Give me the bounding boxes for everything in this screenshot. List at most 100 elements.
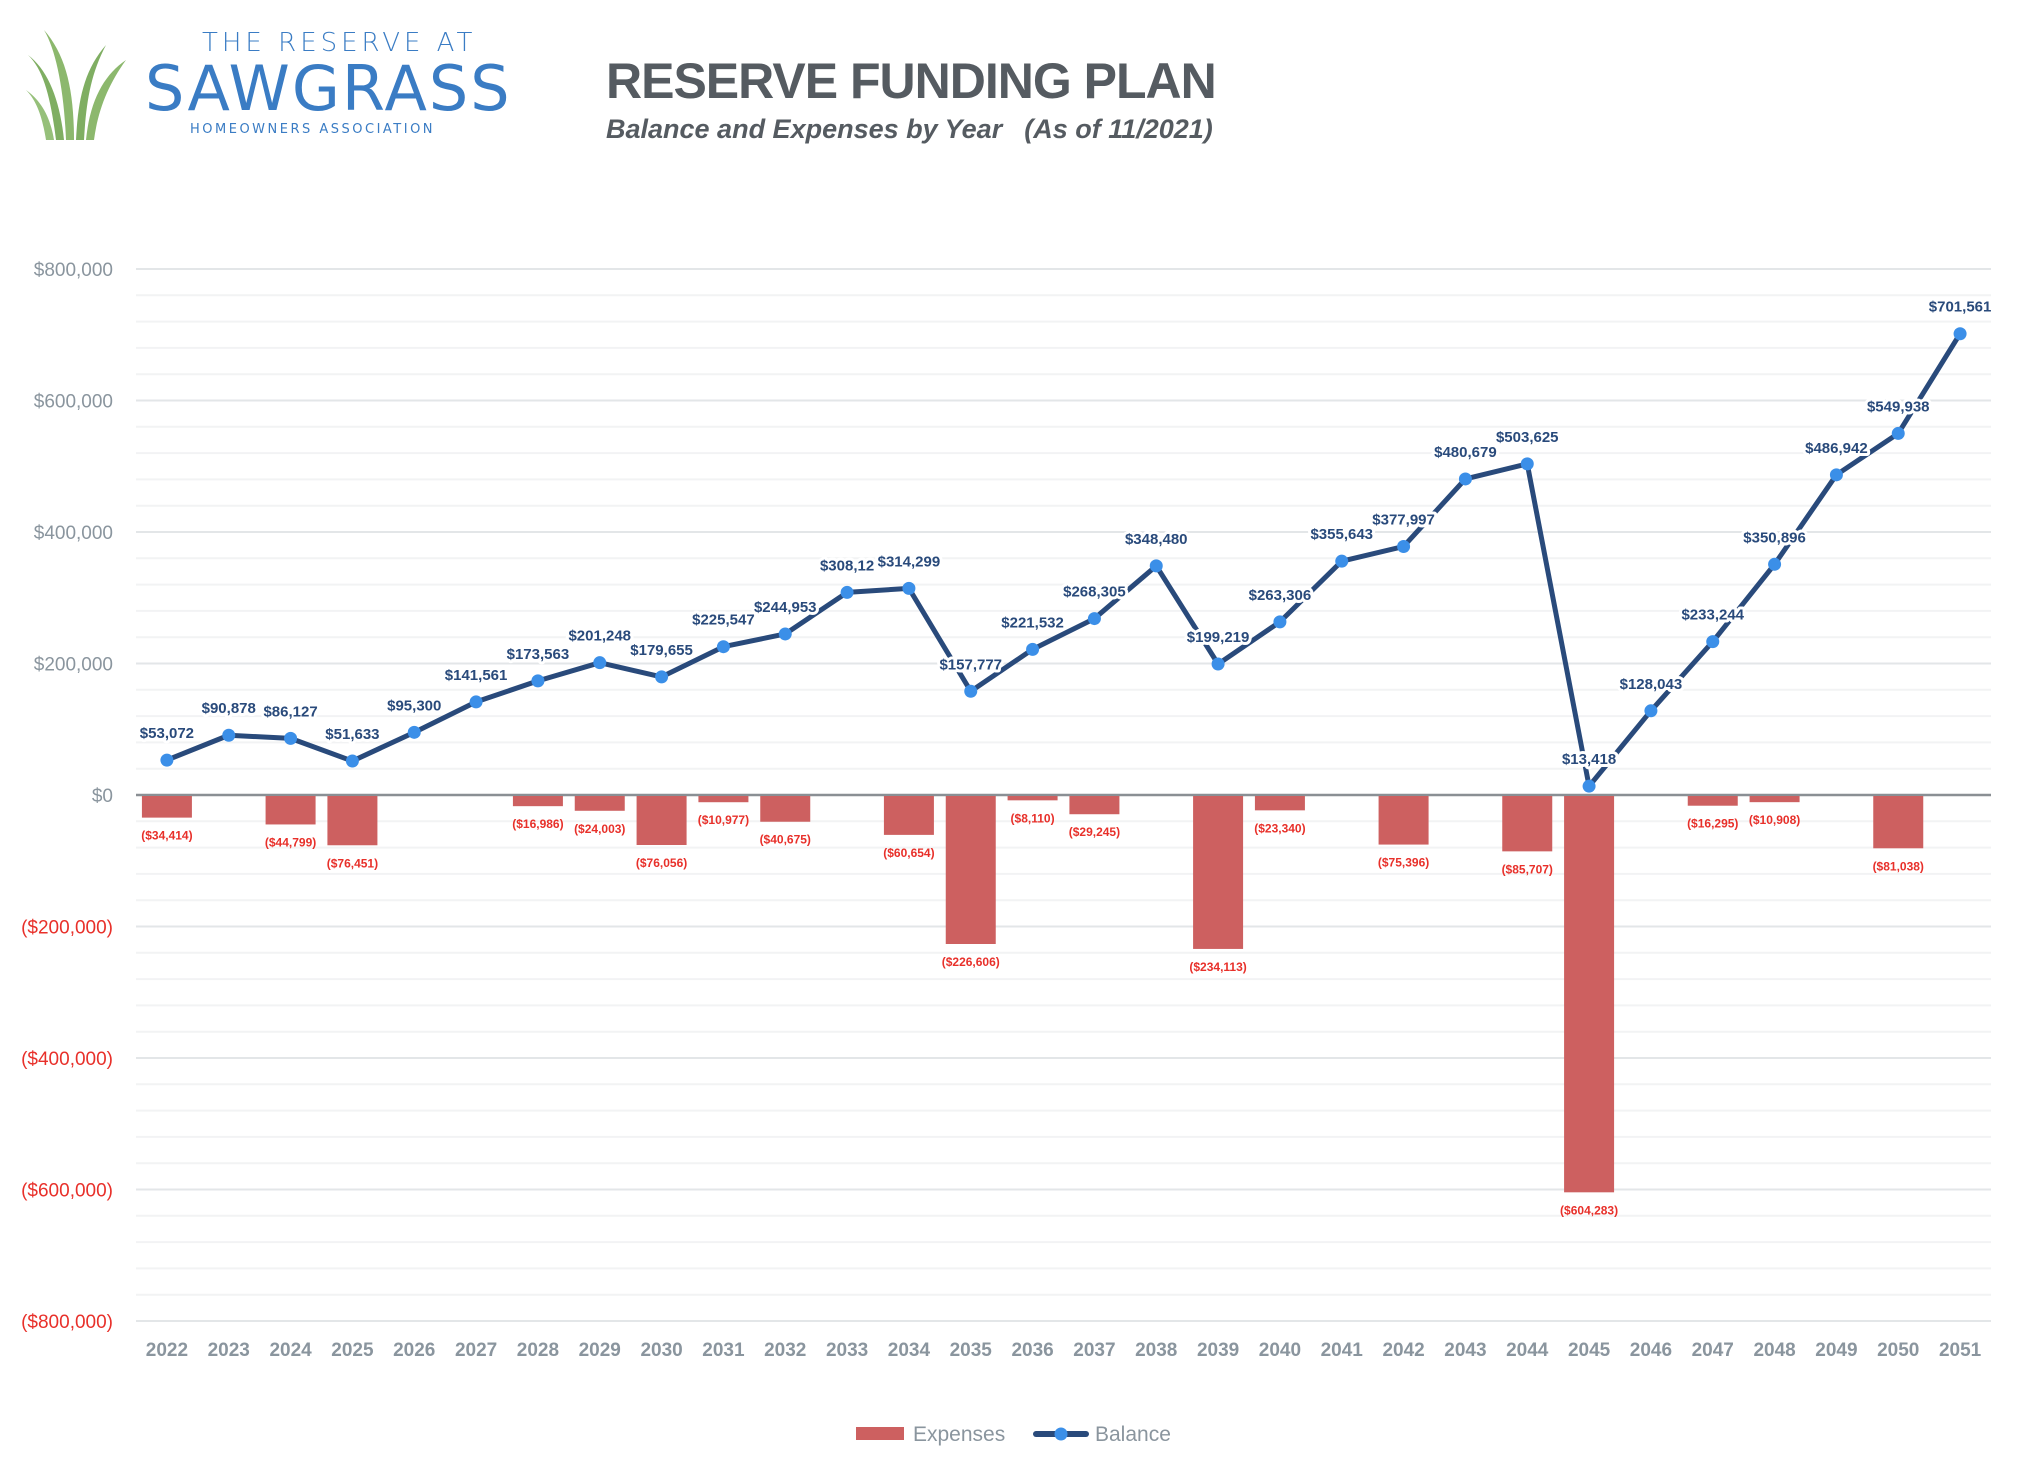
balance-data-label: $173,563	[507, 646, 570, 663]
expense-data-label: ($10,908)	[1749, 813, 1800, 827]
page-subtitle: Balance and Expenses by Year (As of 11/20…	[606, 114, 1213, 145]
y-tick-label: $0	[92, 786, 113, 807]
legend: Expenses Balance	[856, 1423, 1171, 1446]
balance-marker	[1829, 468, 1843, 482]
expense-bar	[1378, 796, 1429, 845]
balance-marker	[1087, 612, 1101, 626]
balance-data-label: $308,12	[820, 557, 874, 574]
expense-bar	[1687, 796, 1738, 806]
x-tick-label: 2035	[950, 1340, 993, 1361]
y-tick-label: ($400,000)	[21, 1049, 113, 1070]
balance-data-label: $314,299	[878, 553, 941, 570]
logo: THE RESERVE AT SAWGRASS HOMEOWNERS ASSOC…	[20, 20, 520, 150]
balance-data-label: $549,938	[1867, 398, 1930, 415]
balance-marker	[1026, 642, 1040, 656]
balance-data-label: $233,244	[1681, 607, 1744, 624]
as-of-date: (As of 11/2021)	[1024, 114, 1213, 144]
x-tick-label: 2039	[1197, 1340, 1239, 1361]
y-tick-label: $800,000	[34, 260, 113, 281]
balance-marker	[1458, 472, 1472, 486]
expense-data-label: ($44,799)	[265, 835, 316, 849]
expense-data-label: ($29,245)	[1069, 825, 1120, 839]
subtitle-text: Balance and Expenses by Year	[606, 114, 1003, 144]
expense-bar	[883, 796, 934, 835]
x-tick-label: 2038	[1135, 1340, 1177, 1361]
x-tick-label: 2037	[1073, 1340, 1115, 1361]
x-tick-label: 2041	[1321, 1340, 1364, 1361]
x-tick-label: 2034	[888, 1340, 931, 1361]
expense-bar	[1193, 796, 1244, 949]
balance-marker	[1149, 559, 1163, 573]
balance-marker	[1644, 704, 1658, 718]
x-tick-label: 2044	[1506, 1340, 1549, 1361]
balance-data-label: $244,953	[754, 599, 817, 616]
expense-bar	[945, 796, 996, 944]
balance-marker	[407, 725, 421, 739]
x-tick-label: 2031	[702, 1340, 745, 1361]
balance-data-label: $53,072	[140, 725, 194, 742]
balance-data-label: $355,643	[1310, 526, 1373, 543]
x-tick-label: 2033	[826, 1340, 868, 1361]
balance-data-label: $51,633	[325, 726, 379, 743]
y-tick-label: ($600,000)	[21, 1181, 113, 1202]
expense-bar	[1873, 796, 1924, 849]
balance-marker	[716, 640, 730, 654]
balance-marker	[345, 754, 359, 768]
y-tick-label: ($800,000)	[21, 1312, 113, 1333]
expense-data-label: ($234,113)	[1189, 960, 1246, 974]
expense-bar	[265, 796, 316, 825]
balance-data-label: $157,777	[939, 656, 1002, 673]
expense-bar	[698, 796, 749, 803]
balance-data-label: $701,561	[1929, 299, 1992, 316]
x-tick-label: 2048	[1753, 1340, 1795, 1361]
balance-marker	[778, 627, 792, 641]
balance-line	[165, 332, 1963, 789]
expense-data-label: ($226,606)	[942, 955, 1000, 969]
balance-data-label: $201,248	[568, 628, 631, 645]
logo-line1: THE RESERVE AT	[202, 28, 477, 58]
expense-data-label: ($23,340)	[1254, 821, 1305, 835]
x-tick-label: 2043	[1444, 1340, 1486, 1361]
balance-marker	[902, 581, 916, 595]
balance-marker	[840, 585, 854, 599]
expense-data-label: ($40,675)	[760, 833, 811, 847]
balance-marker	[160, 753, 174, 767]
x-tick-label: 2026	[393, 1340, 435, 1361]
expense-bar	[327, 796, 378, 846]
balance-marker	[655, 670, 669, 684]
balance-data-label: $225,547	[692, 612, 755, 629]
legend-expenses-label: Expenses	[913, 1423, 1005, 1446]
expense-data-label: ($34,414)	[141, 829, 192, 843]
balance-marker	[1706, 635, 1720, 649]
expense-bar	[1564, 796, 1615, 1193]
expense-data-label: ($8,110)	[1011, 811, 1055, 825]
expense-bar	[1254, 796, 1305, 811]
balance-data-label: $221,532	[1001, 614, 1064, 631]
logo-line3: HOMEOWNERS ASSOCIATION	[190, 122, 436, 137]
expense-data-label: ($604,283)	[1560, 1203, 1618, 1217]
expense-bar	[1502, 796, 1553, 852]
balance-marker	[1953, 327, 1967, 341]
expense-data-label: ($81,038)	[1873, 859, 1924, 873]
balance-data-label: $348,480	[1125, 531, 1188, 548]
balance-data-label: $486,942	[1805, 440, 1868, 457]
x-tick-label: 2049	[1815, 1340, 1857, 1361]
balance-data-label: $86,127	[263, 703, 317, 720]
balance-data-label: $480,679	[1434, 444, 1497, 461]
x-tick-label: 2023	[208, 1340, 250, 1361]
y-tick-label: $600,000	[34, 392, 113, 413]
expense-data-label: ($24,003)	[574, 822, 625, 836]
balance-marker	[284, 731, 298, 745]
x-tick-label: 2025	[331, 1340, 374, 1361]
legend-expenses-swatch	[856, 1427, 904, 1440]
balance-marker	[1273, 615, 1287, 629]
balance-marker	[1335, 554, 1349, 568]
balance-marker	[531, 674, 545, 688]
balance-marker	[1891, 426, 1905, 440]
balance-marker	[1397, 539, 1411, 553]
balance-marker	[1582, 779, 1596, 793]
balance-data-label: $95,300	[387, 697, 441, 714]
expense-bar	[574, 796, 625, 811]
x-tick-label: 2028	[517, 1340, 559, 1361]
